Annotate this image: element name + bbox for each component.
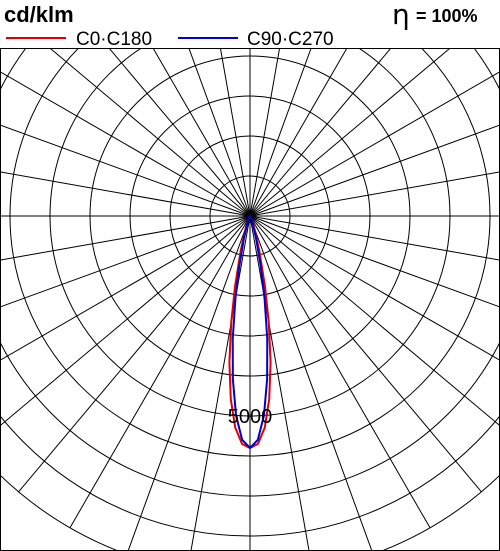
grid-ray [249, 124, 500, 217]
grid-ray [249, 215, 500, 427]
efficiency-symbol: η [392, 0, 410, 31]
grid-ray [0, 215, 251, 427]
unit-label: cd/klm [4, 2, 74, 27]
grid-ray [108, 48, 251, 217]
grid-ray [249, 215, 482, 493]
grid-ray [249, 215, 310, 551]
grid-ray [0, 171, 251, 217]
efficiency-value: = 100% [416, 6, 478, 26]
grid-ray [0, 124, 251, 217]
grid-ray [0, 215, 251, 361]
grid-ray [0, 215, 251, 308]
series-curve-1 [231, 215, 269, 449]
grid-ray [249, 215, 373, 551]
series-curves [228, 215, 272, 449]
grid-ray [152, 48, 251, 217]
grid-ray [0, 71, 251, 217]
grid-ray [249, 48, 392, 217]
radial-tick-label: 5000 [228, 406, 273, 428]
grid-ray [249, 171, 500, 217]
grid-ray [249, 48, 451, 217]
grid-ray [249, 48, 312, 217]
legend: C0·C180 C90·C270 [6, 29, 334, 50]
header-background [0, 0, 500, 48]
grid-ray [249, 215, 431, 529]
grid-ray [249, 48, 348, 217]
radial-ticks: 5000 [228, 406, 273, 428]
grid-ray [188, 48, 251, 217]
legend-label-c90-c270: C90·C270 [247, 29, 334, 50]
grid-ray [249, 215, 500, 308]
grid-ray [249, 71, 500, 217]
grid-ray [219, 48, 251, 217]
grid-ray [0, 215, 251, 261]
grid-ray [127, 215, 251, 551]
grid-ray [49, 48, 251, 217]
grid-ray [249, 215, 500, 361]
legend-label-c0-c180: C0·C180 [76, 29, 152, 50]
grid-ray [18, 215, 251, 493]
grid-ray [69, 215, 251, 529]
grid-ray [249, 48, 281, 217]
grid-ray [249, 215, 500, 261]
grid-ray [190, 215, 251, 551]
